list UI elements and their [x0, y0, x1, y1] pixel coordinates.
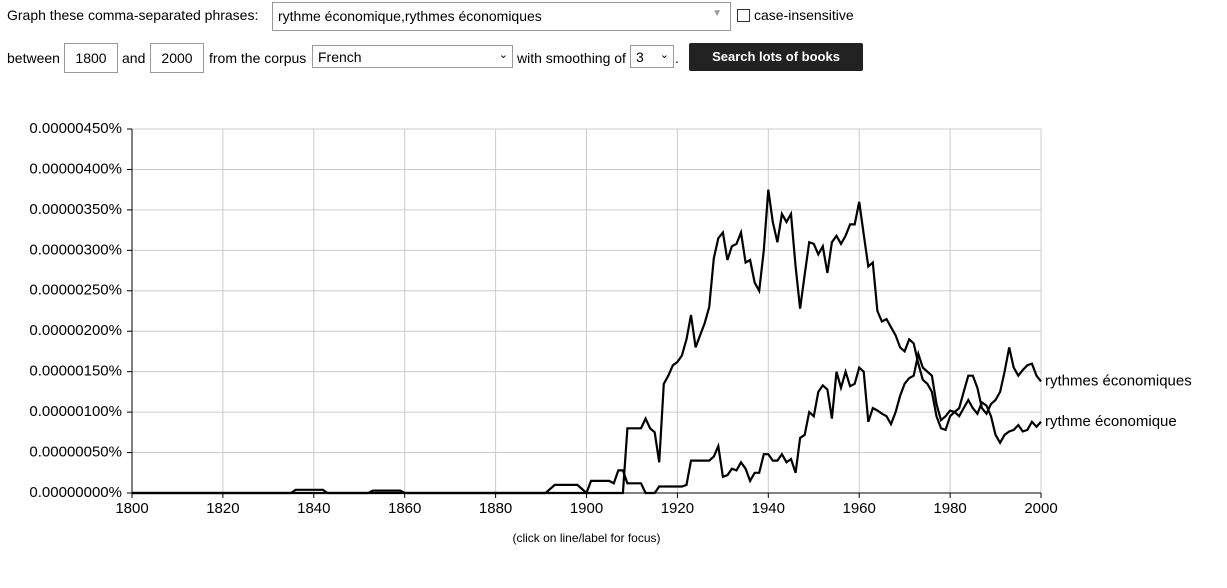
- search-button[interactable]: Search lots of books: [689, 43, 863, 71]
- phrases-input[interactable]: rythme économique,rythmes économiques ▼: [272, 2, 731, 31]
- smoothing-value: 3: [636, 49, 644, 65]
- y-tick-label: 0.00000450%: [29, 120, 122, 137]
- x-tick-label: 2000: [1024, 500, 1057, 517]
- corpus-label: from the corpus: [209, 50, 307, 66]
- x-tick-label: 1840: [297, 500, 330, 517]
- series-line[interactable]: [132, 349, 1042, 495]
- between-label: between: [7, 50, 60, 66]
- start-year-input[interactable]: 1800: [64, 43, 118, 73]
- y-tick-label: 0.00000350%: [29, 201, 122, 218]
- x-tick-label: 1940: [752, 500, 785, 517]
- series-label[interactable]: rythme économique: [1045, 413, 1177, 430]
- period: .: [675, 50, 679, 66]
- end-year-input[interactable]: 2000: [150, 43, 204, 73]
- corpus-value: French: [318, 49, 362, 65]
- y-tick-label: 0.00000000%: [29, 484, 122, 501]
- y-tick-label: 0.00000100%: [29, 403, 122, 420]
- select-arrow: ⌄: [659, 49, 669, 61]
- smoothing-select[interactable]: 3 ⌄: [630, 45, 674, 68]
- corpus-select[interactable]: French ⌄: [312, 45, 513, 68]
- phrases-label: Graph these comma-separated phrases:: [7, 7, 259, 23]
- x-tick-label: 1980: [933, 500, 966, 517]
- x-tick-label: 1900: [570, 500, 603, 517]
- select-arrow: ⌄: [498, 49, 508, 61]
- case-checkbox[interactable]: [737, 9, 750, 22]
- y-tick-label: 0.00000250%: [29, 282, 122, 299]
- and-label: and: [122, 50, 146, 66]
- x-tick-label: 1860: [388, 500, 421, 517]
- y-tick-label: 0.00000300%: [29, 241, 122, 258]
- y-tick-label: 0.00000200%: [29, 322, 122, 339]
- chart-note: (click on line/label for focus): [512, 531, 660, 545]
- phrases-text: rythme économique,rythmes économiques: [278, 8, 542, 24]
- smoothing-label: with smoothing of: [517, 50, 626, 66]
- x-tick-label: 1960: [843, 500, 876, 517]
- series-label[interactable]: rythmes économiques: [1045, 372, 1192, 389]
- series-line[interactable]: [132, 189, 1042, 495]
- x-tick-label: 1880: [479, 500, 512, 517]
- x-tick-label: 1820: [206, 500, 239, 517]
- x-tick-label: 1800: [115, 500, 148, 517]
- x-tick-label: 1920: [661, 500, 694, 517]
- y-tick-label: 0.00000150%: [29, 363, 122, 380]
- dropdown-arrow: ▼: [712, 8, 722, 19]
- y-tick-label: 0.00000050%: [29, 444, 122, 461]
- y-tick-label: 0.00000400%: [29, 160, 122, 177]
- case-label: case-insensitive: [754, 7, 854, 23]
